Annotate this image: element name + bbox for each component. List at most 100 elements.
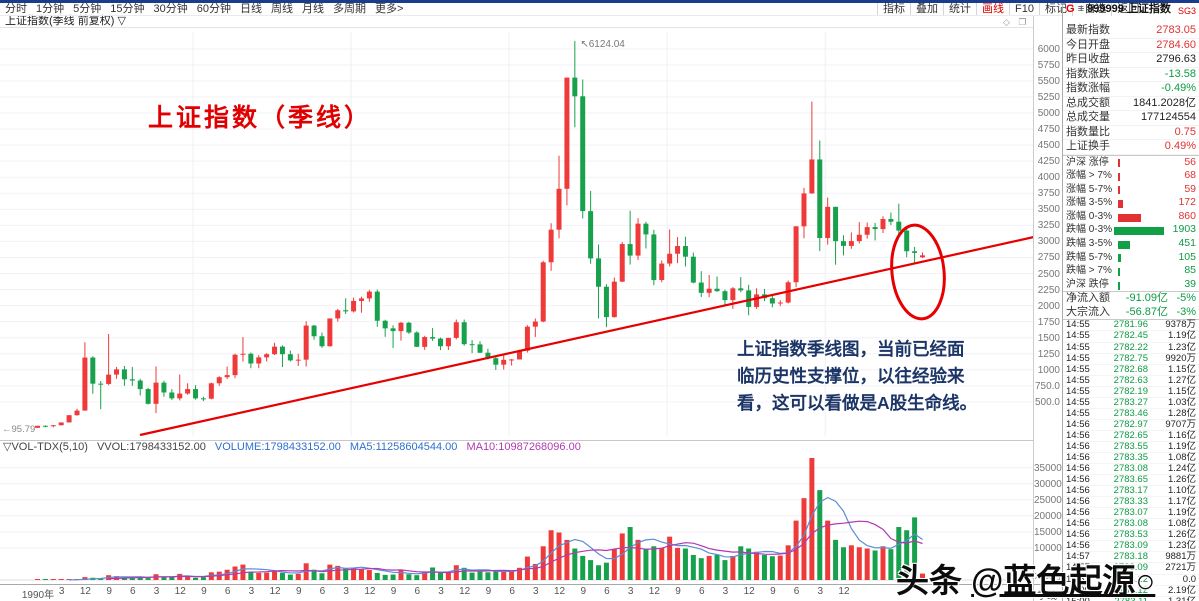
menu-icon[interactable]: ≡ xyxy=(1077,3,1085,15)
breadth-bar-fill xyxy=(1114,227,1165,236)
tick-time: 14:56 xyxy=(1066,496,1090,508)
main-candlestick-chart[interactable]: ↖6124.04 ←95.79 xyxy=(0,28,1034,440)
stat-value: 2783.05 xyxy=(1156,24,1196,36)
timeframe-tab[interactable]: 多周期 xyxy=(333,3,366,15)
toolbar-button[interactable]: +自选 xyxy=(1071,3,1111,16)
breadth-row[interactable]: 沪深 跌停 39 xyxy=(1063,278,1199,292)
breadth-row[interactable]: 涨幅 0-3% 860 xyxy=(1063,210,1199,224)
stat-value: 0.75 xyxy=(1174,125,1196,138)
breadth-bar xyxy=(1114,226,1165,236)
tick-price: 2782.65 xyxy=(1113,429,1148,441)
stat-value: -13.58 xyxy=(1164,67,1196,80)
tick-time: 14:55 xyxy=(1066,363,1090,375)
flow-row: 大宗流入 -56.87亿 -3% xyxy=(1063,306,1199,320)
stock-name: 上证指数 xyxy=(1126,3,1171,15)
price-axis-label: 3250 xyxy=(1037,220,1060,232)
window-icons[interactable]: ◇ ❐ xyxy=(1003,17,1030,27)
toolbar-button[interactable]: 指标 xyxy=(877,3,910,16)
breadth-row[interactable]: 跌幅 5-7% 105 xyxy=(1063,251,1199,265)
breadth-row[interactable]: 涨幅 > 7% 68 xyxy=(1063,169,1199,183)
timeframe-tab[interactable]: 月线 xyxy=(302,3,324,15)
timeframe-tab[interactable]: 更多> xyxy=(375,3,404,15)
toolbar-button[interactable]: 标记 xyxy=(1038,3,1072,16)
toolbar-button[interactable]: 画线 xyxy=(976,3,1009,16)
tick-amount: 1.23亿 xyxy=(1168,341,1196,353)
divider xyxy=(0,440,1034,441)
top-toolbar: 分时 1分钟 5分钟 15分钟 30分钟 60分钟 日线 周线 月线 多周期 更多> 指标 叠加 统计画… xyxy=(0,3,1199,16)
tick-price: 2782.75 xyxy=(1113,352,1148,364)
toolbar-button[interactable]: F10 xyxy=(1009,3,1039,16)
tick-time: 14:55 xyxy=(1066,385,1090,397)
tick-row: 14:56 2783.53 1.26亿 xyxy=(1063,529,1199,542)
breadth-row[interactable]: 涨幅 3-5% 172 xyxy=(1063,196,1199,210)
stat-row: 上证换手 0.49% xyxy=(1063,140,1199,155)
toolbar-button[interactable]: 叠加 xyxy=(910,3,943,16)
tick-time: 14:57 xyxy=(1066,551,1090,563)
breadth-label: 沪深 跌停 xyxy=(1066,278,1109,290)
time-axis-label: 6 xyxy=(604,586,610,597)
time-axis-label: 6 xyxy=(698,586,705,597)
stat-value: 177124554 xyxy=(1140,111,1196,123)
indicator-name[interactable]: ▽VOL-TDX(5,10) xyxy=(3,441,88,453)
breadth-row[interactable]: 跌幅 0-3% 1903 xyxy=(1063,223,1199,237)
time-axis-label: 12 xyxy=(174,586,186,597)
watermark-handle: @蓝色起源○ xyxy=(971,562,1156,599)
breadth-row[interactable]: 跌幅 > 7% 85 xyxy=(1063,264,1199,278)
price-axis-label: 2750 xyxy=(1037,252,1060,264)
breadth-count: 85 xyxy=(1184,264,1196,277)
flow-percent: -3% xyxy=(1176,305,1196,318)
tick-row: 14:56 2783.65 1.26亿 xyxy=(1063,475,1199,487)
timeframe-tab[interactable]: 分时 xyxy=(5,3,27,15)
timeframe-tab[interactable]: 60分钟 xyxy=(196,3,231,15)
money-flow-section: 净流入额 -91.09亿 -5% 大宗流入 -56.87亿 -3% xyxy=(1063,292,1199,319)
tick-time: 14:56 xyxy=(1066,529,1090,541)
tick-price: 2783.09 xyxy=(1113,540,1148,552)
tick-price: 2783.33 xyxy=(1113,496,1148,508)
tick-row: 14:57 2783.18 9881万 xyxy=(1063,551,1199,564)
tick-row: 14:56 2782.97 9707万 xyxy=(1063,418,1199,431)
timeframe-tab[interactable]: 30分钟 xyxy=(153,3,188,15)
quote-flag: G xyxy=(1066,3,1075,15)
price-axis-label: 1250 xyxy=(1037,348,1060,360)
toolbar-button[interactable]: 返回 xyxy=(1111,3,1144,16)
stat-value: 0.49% xyxy=(1164,140,1196,152)
time-axis-label: 6 xyxy=(414,586,421,597)
timeframe-tab[interactable]: 日线 xyxy=(240,3,262,15)
tick-price: 2782.22 xyxy=(1113,341,1148,353)
price-axis-label: 2500 xyxy=(1037,268,1060,280)
tick-row: 14:55 2782.63 1.27亿 xyxy=(1063,374,1199,387)
quote-panel: 最新指数 2783.05 今日开盘 2784.60 昨日收盘 2796.63 指数涨跌 -13… xyxy=(1063,16,1199,601)
tick-time: 14:55 xyxy=(1066,374,1090,386)
breadth-label: 跌幅 > 7% xyxy=(1066,265,1112,277)
time-axis-label: 12 xyxy=(364,586,376,597)
breadth-row[interactable]: 涨幅 5-7% 59 xyxy=(1063,183,1199,197)
breadth-row[interactable]: 跌幅 3-5% 451 xyxy=(1063,237,1199,251)
window-top-border xyxy=(0,0,1199,3)
low-price-label: ←95.79 xyxy=(2,424,35,435)
tick-amount: 9707万 xyxy=(1165,418,1196,430)
chart-title: 上证指数（季线） xyxy=(148,104,373,132)
price-axis-label: 5750 xyxy=(1037,59,1060,71)
timeframe-tab[interactable]: 1分钟 xyxy=(36,3,65,15)
time-axis-label: 1990年 xyxy=(21,590,55,601)
toolbar-button[interactable]: 统计 xyxy=(943,3,976,16)
stat-row: 最新指数 2783.05 xyxy=(1063,24,1199,39)
tick-row: 14:55 2781.96 9378万 xyxy=(1063,320,1199,332)
time-axis-label: 3 xyxy=(153,586,160,597)
time-axis-label: 3 xyxy=(817,586,824,597)
price-axis-label: 3750 xyxy=(1037,188,1060,200)
stat-label: 上证换手 xyxy=(1066,140,1110,152)
volume-chart[interactable] xyxy=(0,454,1034,584)
price-axis-label: 750.0 xyxy=(1034,380,1060,392)
breadth-bar xyxy=(1118,240,1162,249)
timeframe-tab[interactable]: 周线 xyxy=(271,3,293,15)
tick-price: 2783.53 xyxy=(1113,529,1148,541)
timeframe-tab[interactable]: 15分钟 xyxy=(110,3,145,15)
breadth-row[interactable]: 沪深 涨停 56 xyxy=(1063,156,1199,170)
chart-instrument-label[interactable]: 上证指数(季线 前复权) ▽ xyxy=(5,15,126,27)
time-axis-label: 3 xyxy=(343,586,349,597)
tick-amount: 0.0 xyxy=(1182,573,1196,585)
tick-amount: 1.19亿 xyxy=(1168,440,1196,452)
time-axis-label: 3 xyxy=(533,586,539,597)
timeframe-tab[interactable]: 5分钟 xyxy=(73,3,102,15)
